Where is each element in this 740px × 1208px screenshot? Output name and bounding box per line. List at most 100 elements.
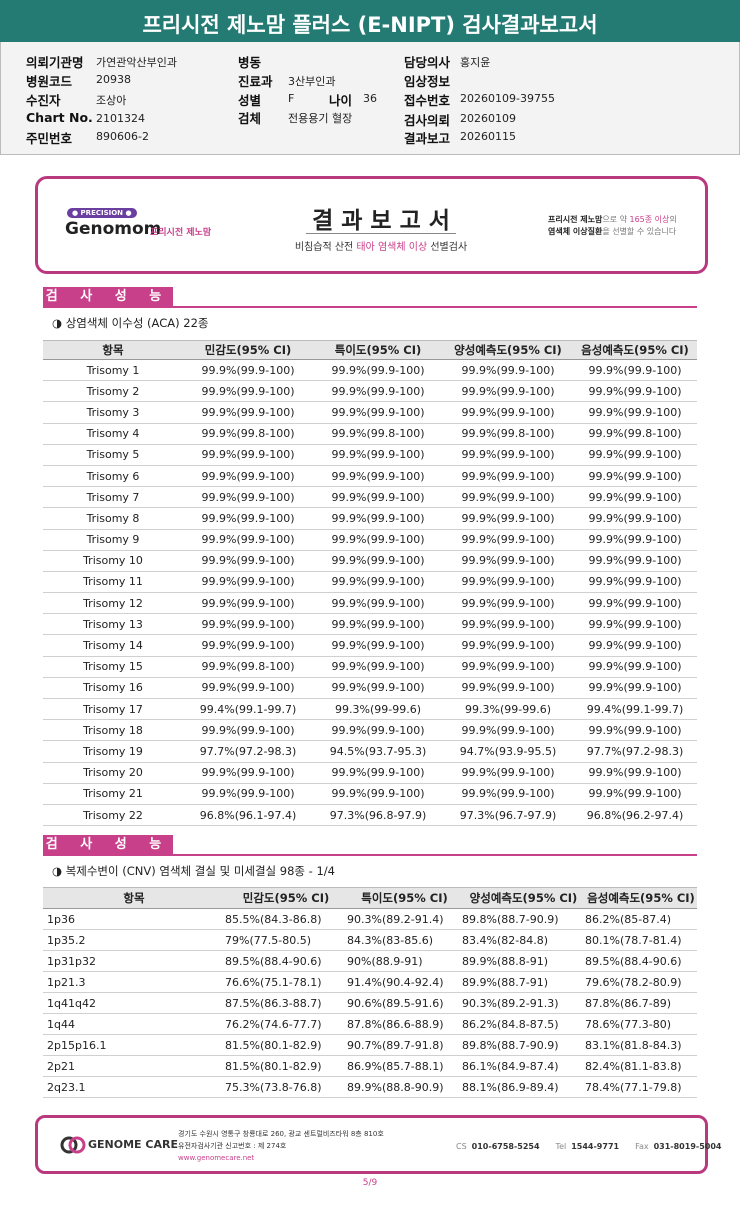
cell: 99.9%(99.9-100) bbox=[183, 613, 313, 636]
info-label: 결과보고 bbox=[404, 131, 451, 146]
address-line: 경기도 수원시 영통구 창룡대로 260, 광교 센트럴비즈타워 8층 810호 bbox=[178, 1130, 384, 1138]
footer: GENOME CARE 경기도 수원시 영통구 창룡대로 260, 광교 센트럴… bbox=[35, 1115, 721, 1174]
note-part: 을 선별할 수 있습니다 bbox=[602, 227, 677, 236]
row: Trisomy 8 99.9%(99.9-100) 99.9%(99.9-100) 9… bbox=[43, 507, 697, 530]
thead: 항목 민감도(95% CI) 특이도(95% CI) 양성예측도(95% CI) 음성예… bbox=[43, 340, 697, 360]
cell: 99.9%(99.9-100) bbox=[183, 444, 313, 466]
cell: 99.9%(99.9-100) bbox=[443, 507, 573, 530]
cell: 2p15p16.1 bbox=[43, 1034, 225, 1056]
cell: 99.9%(99.9-100) bbox=[443, 677, 573, 700]
cell: 99.9%(99.9-100) bbox=[183, 359, 313, 382]
cell: 99.9%(99.9-100) bbox=[573, 507, 697, 530]
cell: 99.9%(99.9-100) bbox=[183, 634, 313, 657]
row: Trisomy 5 99.9%(99.9-100) 99.9%(99.9-100) 9… bbox=[43, 444, 697, 466]
row: 1q41q42 87.5%(86.3-88.7) 90.6%(89.5-91.6) 9… bbox=[43, 992, 697, 1014]
cell: 2p21 bbox=[43, 1055, 225, 1077]
cell: Trisomy 14 bbox=[43, 634, 183, 657]
column-header: 특이도(95% CI) bbox=[313, 340, 443, 360]
banner-note: 프리시전 제노맘으로 약 165종 이상의 염색체 이상질환을 선별할 수 있습니… bbox=[548, 214, 677, 238]
cell: 99.9%(99.9-100) bbox=[573, 401, 697, 424]
row: Trisomy 6 99.9%(99.9-100) 99.9%(99.9-100) 9… bbox=[43, 465, 697, 488]
cell: 83.4%(82-84.8) bbox=[462, 929, 585, 951]
cell: 1p21.3 bbox=[43, 971, 225, 993]
banner-subtitle: 비침습적 산전 태아 염색체 이상 선별검사 bbox=[251, 238, 511, 253]
section-label: 검 사 성 능 bbox=[43, 835, 173, 855]
cell: Trisomy 7 bbox=[43, 486, 183, 509]
cell: 90.6%(89.5-91.6) bbox=[347, 992, 462, 1014]
info-label: 나이 bbox=[329, 93, 353, 108]
cell: 75.3%(73.8-76.8) bbox=[225, 1076, 347, 1098]
cell: 76.2%(74.6-77.7) bbox=[225, 1013, 347, 1035]
cell: Trisomy 6 bbox=[43, 465, 183, 488]
cell: 99.9%(99.9-100) bbox=[313, 380, 443, 403]
cell: Trisomy 8 bbox=[43, 507, 183, 530]
cell: 99.9%(99.8-100) bbox=[313, 423, 443, 445]
cell: 99.9%(99.9-100) bbox=[183, 719, 313, 742]
column-header: 특이도(95% CI) bbox=[347, 887, 462, 909]
cell: 99.9%(99.9-100) bbox=[573, 486, 697, 509]
row: Trisomy 3 99.9%(99.9-100) 99.9%(99.9-100) 9… bbox=[43, 401, 697, 424]
address: 경기도 수원시 영통구 창룡대로 260, 광교 센트럴비즈타워 8층 810호… bbox=[178, 1128, 384, 1164]
subtitle-part: 태아 염색체 이상 bbox=[356, 242, 428, 253]
cell: 99.9%(99.9-100) bbox=[443, 444, 573, 466]
cell: 99.9%(99.9-100) bbox=[573, 634, 697, 657]
row: Trisomy 10 99.9%(99.9-100) 99.9%(99.9-100)… bbox=[43, 550, 697, 572]
cell: Trisomy 15 bbox=[43, 656, 183, 678]
cell: Trisomy 21 bbox=[43, 783, 183, 805]
row: Trisomy 14 99.9%(99.9-100) 99.9%(99.9-100)… bbox=[43, 634, 697, 657]
info-value: 2101324 bbox=[96, 112, 145, 125]
info-label: 주민번호 bbox=[26, 131, 73, 146]
header-row: 항목 민감도(95% CI) 특이도(95% CI) 양성예측도(95% CI) 음성예… bbox=[43, 887, 697, 909]
row: Trisomy 2 99.9%(99.9-100) 99.9%(99.9-100) 9… bbox=[43, 380, 697, 403]
cell: 99.9%(99.9-100) bbox=[313, 550, 443, 572]
cell: 86.9%(85.7-88.1) bbox=[347, 1055, 462, 1077]
cell: 86.2%(84.8-87.5) bbox=[462, 1013, 585, 1035]
row: Trisomy 19 97.7%(97.2-98.3) 94.5%(93.7-95.… bbox=[43, 740, 697, 763]
contact-label: Tel bbox=[555, 1142, 567, 1151]
cell: 99.9%(99.8-100) bbox=[443, 423, 573, 445]
cell: 1p31p32 bbox=[43, 950, 225, 972]
info-label: 임상정보 bbox=[404, 74, 451, 89]
cell: 99.9%(99.9-100) bbox=[313, 677, 443, 700]
cell: 97.3%(96.7-97.9) bbox=[443, 804, 573, 827]
cell: 96.8%(96.2-97.4) bbox=[573, 804, 697, 827]
cell: Trisomy 17 bbox=[43, 698, 183, 721]
cell: 99.9%(99.9-100) bbox=[313, 401, 443, 424]
cell: 99.9%(99.9-100) bbox=[573, 592, 697, 615]
cell: 89.9%(88.8-90.9) bbox=[347, 1076, 462, 1098]
column-header: 민감도(95% CI) bbox=[225, 887, 347, 909]
cell: 99.9%(99.9-100) bbox=[313, 486, 443, 509]
row: Trisomy 18 99.9%(99.9-100) 99.9%(99.9-100)… bbox=[43, 719, 697, 742]
report-title: 프리시전 제노맘 플러스 (E-NIPT) 검사결과보고서 bbox=[142, 13, 598, 37]
cell: 80.1%(78.7-81.4) bbox=[585, 929, 697, 951]
cell: 99.9%(99.9-100) bbox=[443, 656, 573, 678]
cell: Trisomy 18 bbox=[43, 719, 183, 742]
cell: 85.5%(84.3-86.8) bbox=[225, 908, 347, 930]
cell: 94.7%(93.9-95.5) bbox=[443, 740, 573, 763]
cell: 99.9%(99.9-100) bbox=[183, 592, 313, 615]
section-subtitle: ◑ 상염색체 이수성 (ACA) 22종 bbox=[52, 316, 209, 330]
cell: 99.9%(99.9-100) bbox=[573, 444, 697, 466]
cell: 99.9%(99.9-100) bbox=[443, 783, 573, 805]
cell: 99.9%(99.9-100) bbox=[573, 656, 697, 678]
cell: 99.9%(99.9-100) bbox=[183, 507, 313, 530]
cell: 99.9%(99.9-100) bbox=[183, 571, 313, 594]
cell: 81.5%(80.1-82.9) bbox=[225, 1055, 347, 1077]
cell: 99.9%(99.9-100) bbox=[573, 677, 697, 700]
cell: 87.5%(86.3-88.7) bbox=[225, 992, 347, 1014]
info-label: 검체 bbox=[238, 111, 262, 126]
cell: 1p35.2 bbox=[43, 929, 225, 951]
row: Trisomy 4 99.9%(99.8-100) 99.9%(99.8-100) 9… bbox=[43, 423, 697, 445]
cell: 87.8%(86.6-88.9) bbox=[347, 1013, 462, 1035]
logo-sub: 프리시전 제노맘 bbox=[150, 228, 212, 238]
info-value: 890606-2 bbox=[96, 130, 149, 143]
cell: 89.9%(88.8-91) bbox=[462, 950, 585, 972]
cell: 99.9%(99.9-100) bbox=[443, 465, 573, 488]
cell: 99.9%(99.9-100) bbox=[313, 656, 443, 678]
column-header: 항목 bbox=[43, 887, 225, 909]
cell: Trisomy 13 bbox=[43, 613, 183, 636]
note-part: 165종 이상 bbox=[629, 215, 670, 224]
info-value: 20260115 bbox=[460, 130, 516, 143]
row: 2p21 81.5%(80.1-82.9) 86.9%(85.7-88.1) 86.1… bbox=[43, 1055, 697, 1077]
cell: 99.9%(99.9-100) bbox=[313, 571, 443, 594]
